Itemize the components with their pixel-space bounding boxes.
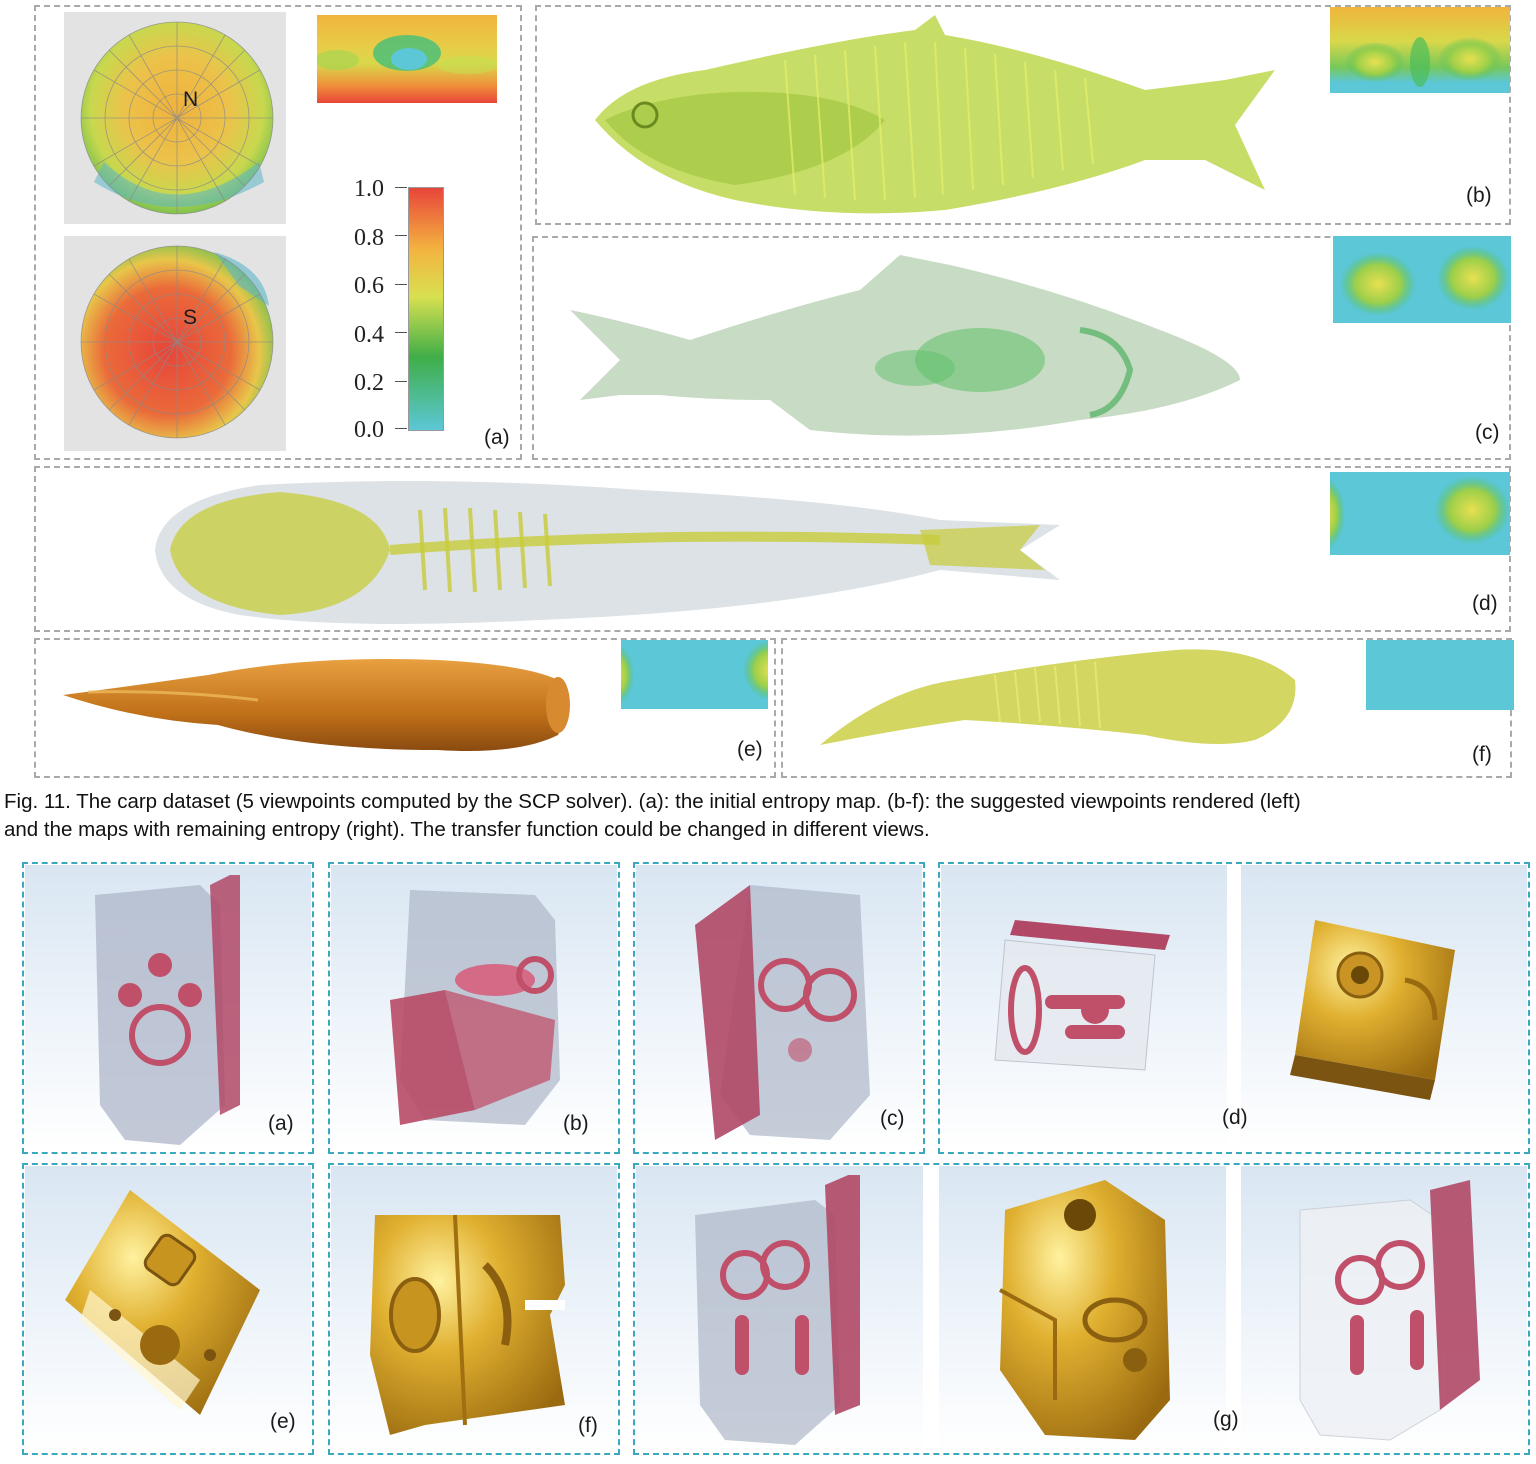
remaining-entropy-map-f xyxy=(1366,640,1514,710)
colorbar-ticks xyxy=(395,187,407,429)
engine-part-render-icon xyxy=(1290,920,1455,1100)
panel-c-frame xyxy=(532,236,1511,460)
fig11-label-d: (d) xyxy=(1472,592,1498,615)
north-pole-label: N xyxy=(183,88,199,111)
colorbar-icon xyxy=(409,188,443,430)
engine-part-render-icon xyxy=(695,885,870,1140)
polar-entropy-map-south-icon xyxy=(80,245,274,439)
fig12-label-c: (c) xyxy=(880,1107,905,1130)
colorbar-tick-1.0: 1.0 xyxy=(354,176,384,202)
polar-map-north-panel: N xyxy=(64,12,286,224)
initial-entropy-map xyxy=(317,15,497,103)
fig12-label-e: (e) xyxy=(270,1410,296,1433)
remaining-entropy-map-b xyxy=(1330,7,1510,93)
fish-render-icon xyxy=(155,481,1060,624)
fig12-label-g: (g) xyxy=(1213,1408,1239,1431)
south-pole-label: S xyxy=(183,306,198,329)
fig12-panel-b-frame xyxy=(328,862,620,1154)
colorbar-tick-0.4: 0.4 xyxy=(354,322,384,348)
fig12-panel-d-frame xyxy=(938,862,1530,1154)
engine-part-render-icon xyxy=(390,890,560,1125)
fig12-label-a: (a) xyxy=(268,1112,294,1135)
remaining-entropy-map-d xyxy=(1330,472,1510,555)
caption-line-1: Fig. 11. The carp dataset (5 viewpoints … xyxy=(4,790,1301,813)
fig11-label-b: (b) xyxy=(1466,184,1492,207)
fish-render-icon xyxy=(570,255,1240,436)
fig12-panel-c-frame xyxy=(633,862,925,1154)
fig12-panel-f-frame xyxy=(328,1163,620,1455)
colorbar-tick-0.0: 0.0 xyxy=(354,417,384,443)
polar-entropy-map-north-icon xyxy=(80,21,274,215)
fish-render-icon xyxy=(820,649,1296,745)
panel-b-frame xyxy=(535,5,1511,225)
fig11-label-c: (c) xyxy=(1475,421,1500,444)
fig12-label-b: (b) xyxy=(563,1112,589,1135)
fig12-panel-g-frame xyxy=(633,1163,1530,1455)
fig12-panel-e-frame xyxy=(22,1163,314,1455)
caption-line-2: and the maps with remaining entropy (rig… xyxy=(4,818,930,841)
colorbar-tick-0.2: 0.2 xyxy=(354,370,384,396)
panel-e-frame xyxy=(34,638,776,778)
fig12-panel-a-frame xyxy=(22,862,314,1154)
colorbar-tick-0.6: 0.6 xyxy=(354,273,384,299)
fig11-label-f: (f) xyxy=(1472,743,1492,766)
fish-render-icon xyxy=(595,15,1275,214)
polar-map-south-panel: S xyxy=(64,236,286,451)
engine-part-render-icon xyxy=(370,1214,565,1435)
colorbar xyxy=(408,187,444,431)
colorbar-tick-0.8: 0.8 xyxy=(354,225,384,251)
fig12-label-d: (d) xyxy=(1222,1106,1248,1129)
figure-11-caption: Fig. 11. The carp dataset (5 viewpoints … xyxy=(4,788,1532,844)
remaining-entropy-map-e xyxy=(621,640,768,709)
panel-a-frame xyxy=(34,5,522,460)
engine-part-render-icon xyxy=(695,1175,860,1445)
panel-d-frame xyxy=(34,466,1511,632)
engine-part-render-icon xyxy=(65,1190,260,1415)
engine-part-render-icon xyxy=(1299,1180,1480,1441)
remaining-entropy-map-c xyxy=(1333,236,1511,323)
engine-part-render-icon xyxy=(95,875,240,1145)
fig11-label-a: (a) xyxy=(484,426,510,449)
engine-part-render-icon xyxy=(999,1180,1170,1440)
fig11-label-e: (e) xyxy=(737,738,763,761)
engine-part-render-icon xyxy=(994,920,1170,1071)
fig12-label-f: (f) xyxy=(578,1414,598,1437)
fish-render-icon xyxy=(63,659,570,751)
